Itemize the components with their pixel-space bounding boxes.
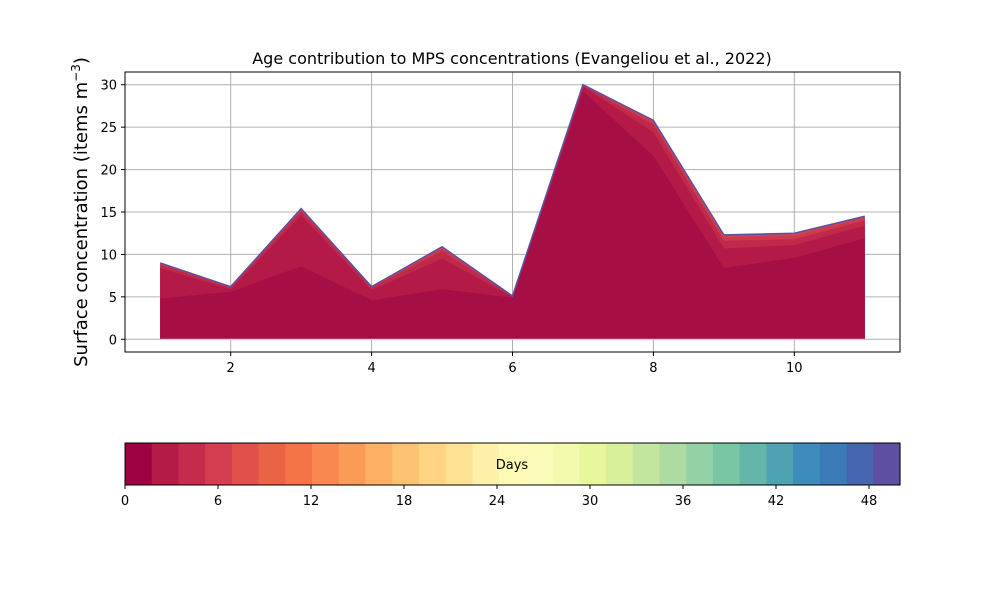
y-tick-label: 0 — [109, 333, 117, 348]
colorbar-segment — [392, 443, 420, 485]
colorbar-segment — [606, 443, 634, 485]
colorbar-segment — [285, 443, 313, 485]
colorbar-segment — [552, 443, 580, 485]
colorbar-tick-label: 42 — [768, 494, 785, 509]
chart-title: Age contribution to MPS concentrations (… — [252, 49, 772, 68]
colorbar-tick-label: 48 — [861, 494, 878, 509]
colorbar-segment — [659, 443, 687, 485]
colorbar-tick-label: 24 — [489, 494, 506, 509]
colorbar-tick-label: 18 — [396, 494, 413, 509]
area-top-line — [159, 83, 865, 298]
x-tick-label: 6 — [508, 361, 516, 376]
colorbar-segment — [205, 443, 233, 485]
colorbar-segment — [151, 443, 180, 485]
colorbar-segment — [178, 443, 206, 485]
y-tick-label: 10 — [100, 248, 117, 263]
area-chart: 2 4 6 8 10 0 5 10 15 20 25 30 — [100, 71, 901, 376]
x-tick-label: 10 — [786, 361, 803, 376]
y-tick-label: 25 — [100, 121, 117, 136]
area-band — [160, 91, 865, 340]
colorbar-segment — [472, 443, 500, 485]
x-tick-label: 8 — [649, 361, 657, 376]
y-tick-label: 5 — [109, 291, 117, 306]
colorbar-tick-label: 12 — [303, 494, 320, 509]
colorbar-segment — [632, 443, 661, 485]
colorbar: 0 6 12 18 24 30 36 42 48 — [121, 442, 901, 509]
colorbar-segment — [418, 443, 447, 485]
colorbar-segment — [499, 443, 527, 485]
colorbar-segment — [819, 443, 848, 485]
y-axis-label-close: ) — [71, 57, 92, 64]
colorbar-segment — [873, 443, 901, 485]
x-tick-label: 2 — [227, 361, 235, 376]
colorbar-segment — [338, 443, 367, 485]
colorbar-segment — [312, 443, 340, 485]
colorbar-segment — [579, 443, 607, 485]
colorbar-segment — [766, 443, 794, 485]
colorbar-segment — [739, 443, 767, 485]
y-axis-label-main: Surface concentration (items m — [71, 82, 92, 367]
colorbar-segment — [365, 443, 393, 485]
colorbar-tick-label: 6 — [214, 494, 222, 509]
x-tick-label: 4 — [367, 361, 375, 376]
colorbar-segment — [258, 443, 286, 485]
y-tick-label: 30 — [100, 79, 117, 94]
colorbar-segment — [712, 443, 741, 485]
colorbar-frame — [124, 442, 901, 486]
y-axis-label: Surface concentration (items m−3) — [69, 57, 92, 367]
y-tick-label: 15 — [100, 206, 117, 221]
colorbar-label: Days — [496, 458, 529, 473]
colorbar-tick-label: 36 — [675, 494, 692, 509]
colorbar-segment — [125, 443, 153, 485]
colorbar-segment — [445, 443, 474, 485]
colorbar-segment — [686, 443, 714, 485]
colorbar-tick-label: 0 — [121, 494, 129, 509]
colorbar-segment — [231, 443, 260, 485]
colorbar-tick-label: 30 — [582, 494, 599, 509]
y-tick-label: 20 — [100, 164, 117, 179]
y-axis-label-superscript: −3 — [69, 64, 83, 82]
colorbar-segment — [846, 443, 874, 485]
colorbar-segment — [793, 443, 821, 485]
colorbar-segment — [525, 443, 554, 485]
